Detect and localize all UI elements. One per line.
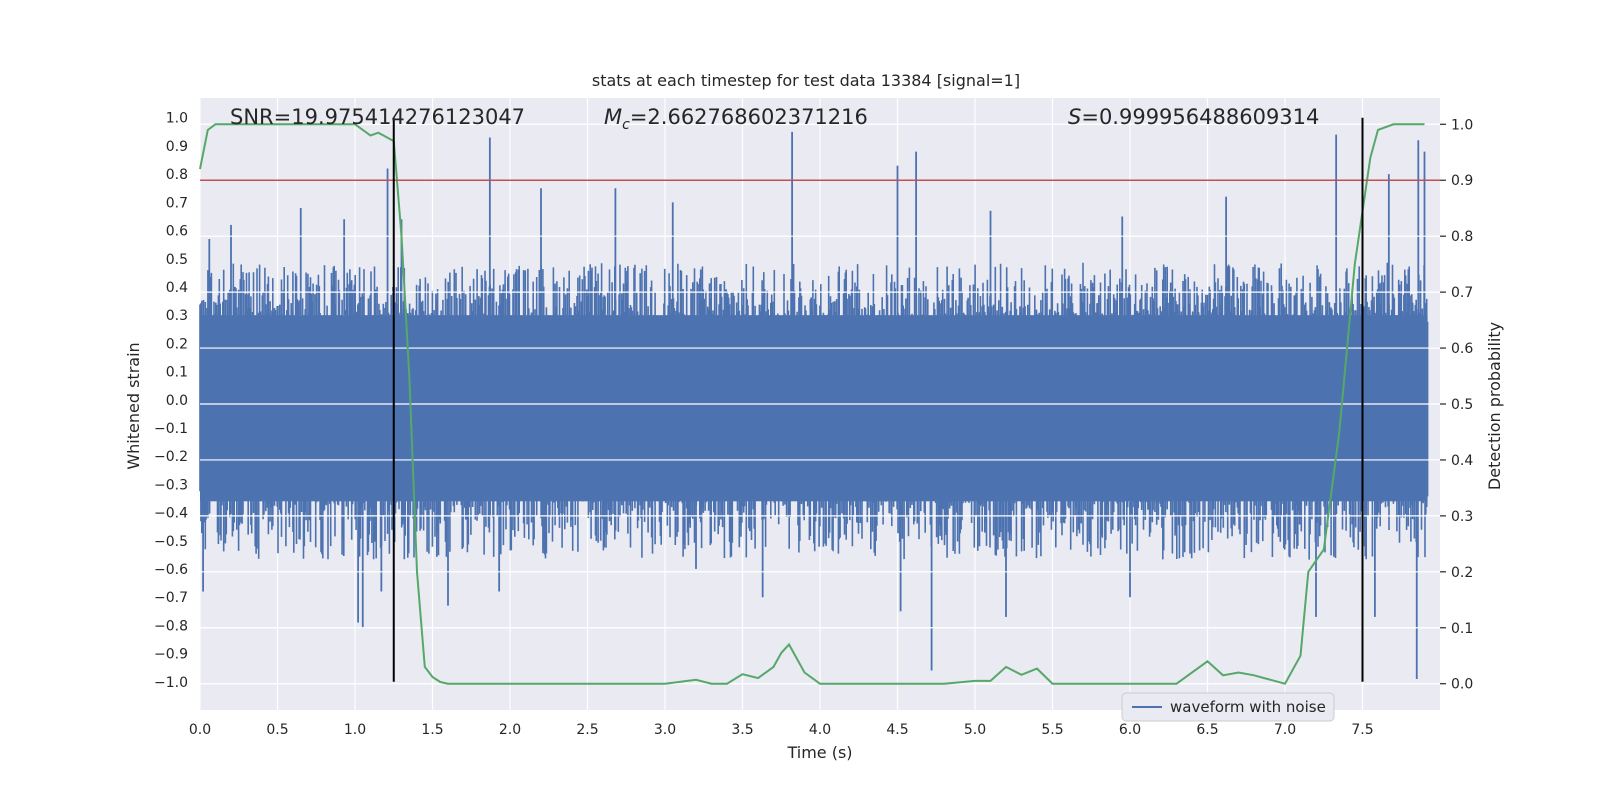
y-tick-label: 0.5 xyxy=(166,252,188,268)
x-tick-label: 0.0 xyxy=(189,722,211,738)
y-right-tick-label: 0.6 xyxy=(1451,341,1473,357)
y-tick-label: 0.6 xyxy=(166,224,188,240)
x-tick-label: 1.5 xyxy=(421,722,443,738)
y-right-tick-label: 0.2 xyxy=(1451,565,1473,581)
y-tick-label: −0.8 xyxy=(154,618,188,634)
y-tick-label: −0.1 xyxy=(154,421,188,437)
y-tick-label: −1.0 xyxy=(154,675,188,691)
y-tick-label: 0.1 xyxy=(166,365,188,381)
legend-box xyxy=(1121,692,1335,722)
s-value: =0.999956488609314 xyxy=(1081,105,1319,129)
y-right-tick-label: 0.7 xyxy=(1451,285,1473,301)
snr-annotation: SNR=19.975414276123047 xyxy=(230,105,525,129)
y-axis-right: 1.0 0.9 0.8 0.7 0.6 0.5 0.4 0.3 0.2 0.1 0.0 xyxy=(1440,117,1473,693)
x-tick-label: 2.5 xyxy=(576,722,598,738)
x-tick-label: 3.0 xyxy=(654,722,676,738)
y-right-tick-label: 0.0 xyxy=(1451,677,1473,693)
y-right-tick-label: 1.0 xyxy=(1451,117,1473,133)
y-axis-right-label: Detection probability xyxy=(1485,322,1504,490)
chirp-mass-subscript: c xyxy=(622,117,630,133)
y-tick-label: 0.7 xyxy=(166,195,188,211)
x-tick-label: 2.0 xyxy=(499,722,521,738)
y-tick-label: 0.9 xyxy=(166,139,188,155)
x-tick-label: 6.5 xyxy=(1196,722,1218,738)
x-tick-label: 1.0 xyxy=(344,722,366,738)
y-tick-label: −0.7 xyxy=(154,590,188,606)
y-tick-label: 0.4 xyxy=(166,280,188,296)
chirp-mass-annotation: Mc=2.662768602371216 xyxy=(604,105,868,133)
x-tick-label: 0.5 xyxy=(266,722,288,738)
y-tick-label: 0.3 xyxy=(166,308,188,324)
x-tick-label: 5.5 xyxy=(1041,722,1063,738)
y-tick-label: −0.3 xyxy=(154,477,188,493)
x-tick-label: 7.5 xyxy=(1351,722,1373,738)
y-axis-left: 1.0 0.9 0.8 0.7 0.6 0.5 0.4 0.3 0.2 0.1 0.0 −0.1 −0.… xyxy=(154,111,188,691)
y-tick-label: 0.8 xyxy=(166,167,188,183)
y-tick-label: 0.0 xyxy=(166,393,188,409)
probability-line xyxy=(199,123,1425,685)
y-right-tick-label: 0.4 xyxy=(1451,453,1473,469)
legend-label: waveform with noise xyxy=(1170,698,1326,716)
y-right-tick-label: 0.1 xyxy=(1451,621,1473,637)
y-right-tick-label: 0.9 xyxy=(1451,173,1473,189)
y-right-tick-label: 0.5 xyxy=(1451,397,1473,413)
y-right-tick-label: 0.8 xyxy=(1451,229,1473,245)
reference-lines xyxy=(200,117,1440,682)
x-tick-label: 6.0 xyxy=(1119,722,1141,738)
chart-title: stats at each timestep for test data 133… xyxy=(592,71,1020,90)
y-tick-label: −0.9 xyxy=(154,647,188,663)
s-symbol: S xyxy=(1068,105,1081,129)
x-axis: 0.0 0.5 1.0 1.5 2.0 2.5 3.0 3.5 4.0 4.5 5.0 5.5 6.0 6… xyxy=(189,722,1374,738)
x-tick-label: 3.5 xyxy=(731,722,753,738)
chirp-mass-symbol: M xyxy=(604,105,622,129)
probability-series xyxy=(199,123,1425,685)
x-axis-label: Time (s) xyxy=(786,743,852,762)
y-tick-label: −0.4 xyxy=(154,506,188,522)
y-tick-label: −0.5 xyxy=(154,534,188,550)
y-tick-label: −0.2 xyxy=(154,449,188,465)
y-axis-label: Whitened strain xyxy=(124,342,143,469)
y-tick-label: −0.6 xyxy=(154,562,188,578)
x-tick-label: 5.0 xyxy=(964,722,986,738)
x-tick-label: 4.5 xyxy=(886,722,908,738)
y-right-tick-label: 0.3 xyxy=(1451,509,1473,525)
x-tick-label: 4.0 xyxy=(809,722,831,738)
waveform-series xyxy=(199,123,1440,685)
y-tick-label: 1.0 xyxy=(166,111,188,127)
chirp-mass-value: =2.662768602371216 xyxy=(630,105,868,129)
x-tick-label: 7.0 xyxy=(1274,722,1296,738)
y-tick-label: 0.2 xyxy=(166,336,188,352)
s-annotation: S=0.999956488609314 xyxy=(1068,105,1319,129)
legend: waveform with noise xyxy=(1121,692,1335,722)
waveform-core xyxy=(200,315,1428,502)
